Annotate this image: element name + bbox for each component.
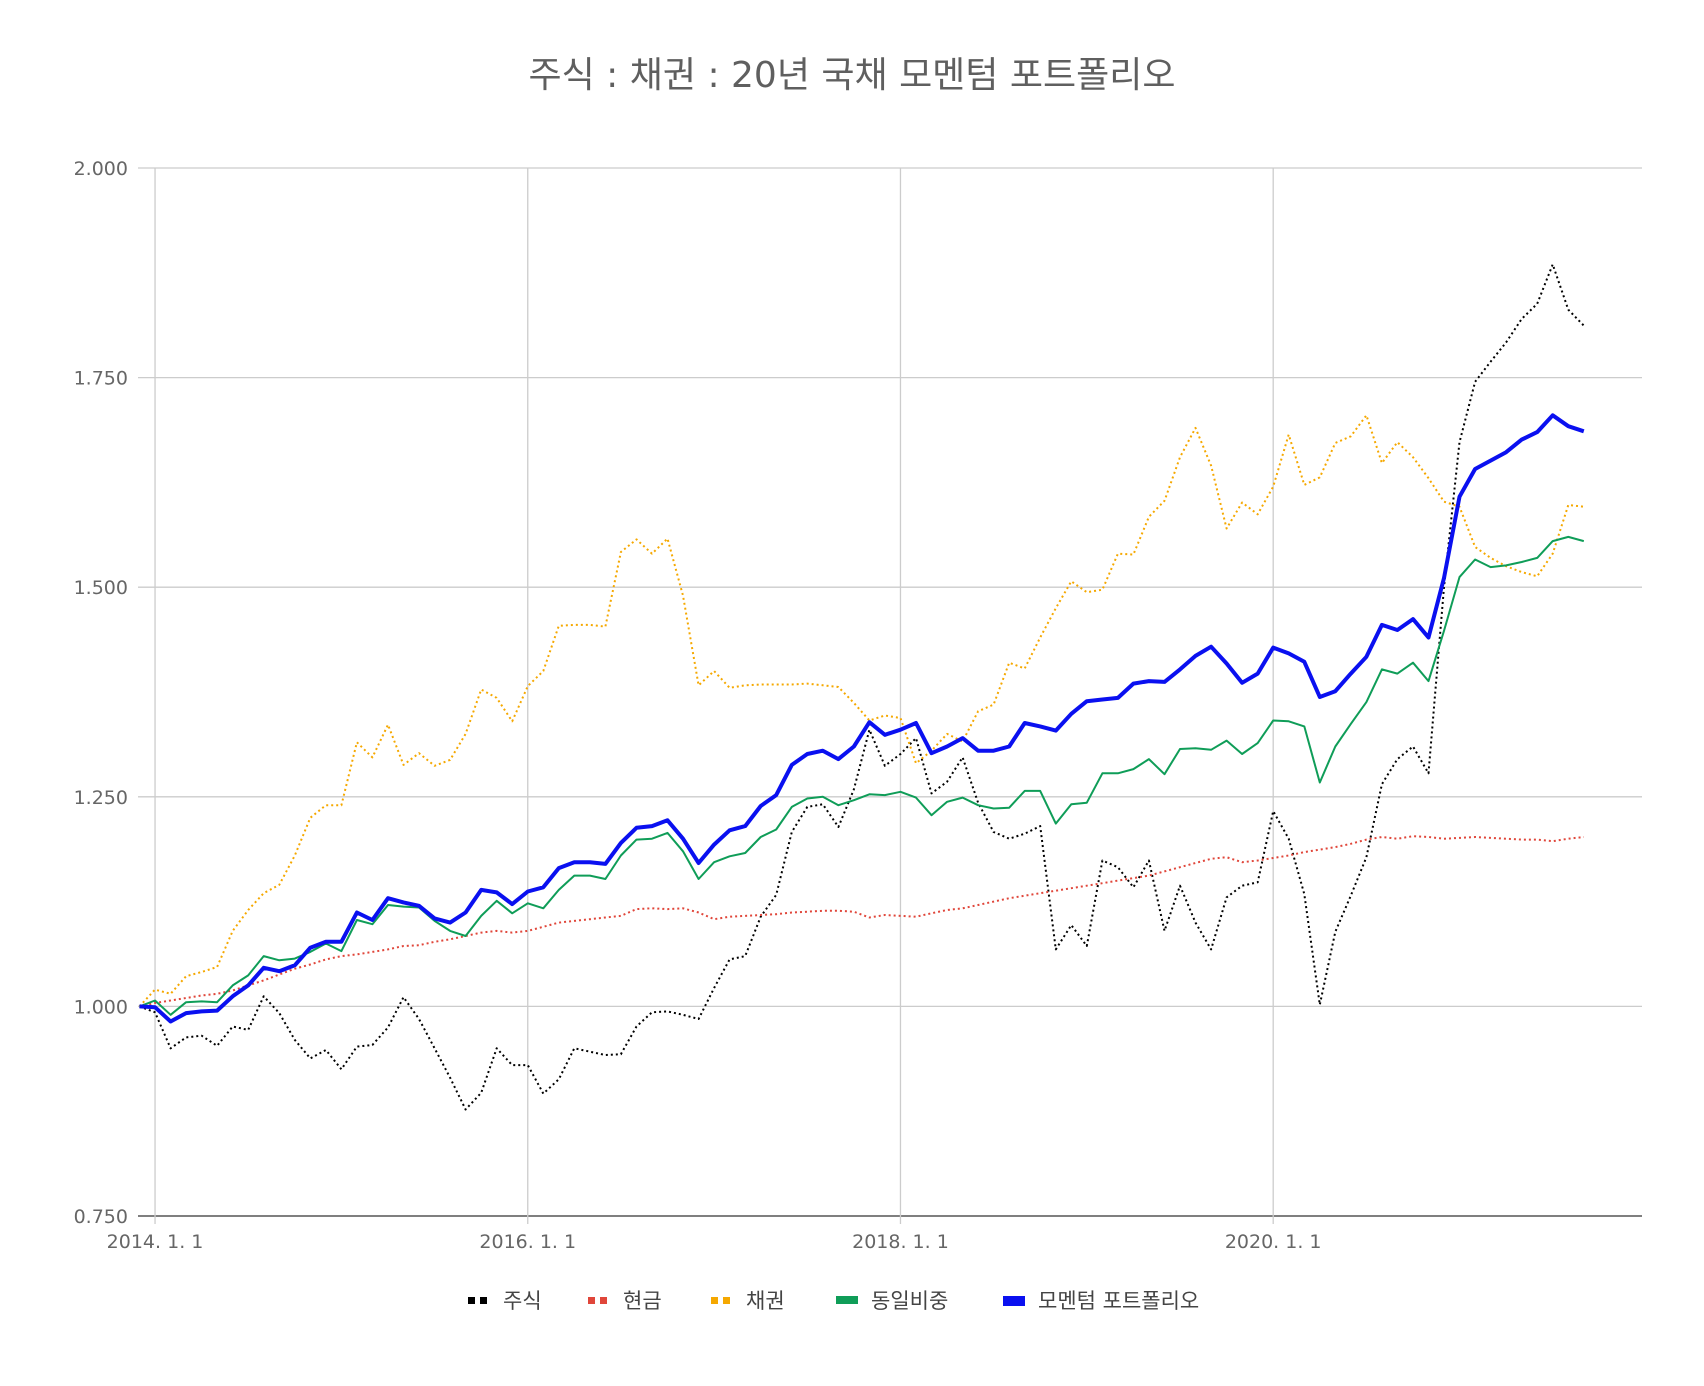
y-tick-label: 0.750 — [74, 1206, 128, 1228]
legend-swatch — [600, 1297, 607, 1304]
legend-swatch — [468, 1297, 475, 1304]
legend-label: 동일비중 — [871, 1289, 948, 1313]
legend-label: 현금 — [623, 1289, 662, 1313]
x-tick-label: 2014. 1. 1 — [107, 1231, 204, 1253]
legend-item-3: 동일비중 — [836, 1289, 948, 1313]
y-tick-label: 1.500 — [74, 577, 128, 599]
legend-swatch — [588, 1297, 595, 1304]
series-line-3 — [139, 535, 1585, 1016]
legend-swatch — [836, 1296, 858, 1304]
legend-swatch — [480, 1297, 487, 1304]
y-axis-ticks: 0.750 1.000 1.250 1.500 1.750 2.000 — [74, 158, 128, 1228]
legend-item-4: 모멘텀 포트폴리오 — [1003, 1289, 1199, 1313]
y-tick-label: 1.000 — [74, 996, 128, 1018]
legend-swatch — [723, 1297, 730, 1304]
legend: 주식 현금 채권 동일비중 모멘텀 포트폴리오 — [468, 1289, 1199, 1313]
series-line-4 — [139, 413, 1585, 1024]
legend-swatch — [711, 1297, 718, 1304]
legend-swatch — [1003, 1296, 1025, 1306]
legend-label: 모멘텀 포트폴리오 — [1038, 1289, 1199, 1313]
x-axis-ticks: 2014. 1. 1 2016. 1. 1 2018. 1. 1 2020. 1. 1 — [107, 1231, 1322, 1253]
grid-layer — [138, 167, 1642, 1224]
series-line-2 — [138, 414, 1584, 1008]
legend-item-2: 채권 — [711, 1289, 785, 1313]
x-tick-label: 2018. 1. 1 — [852, 1231, 949, 1253]
chart-title: 주식 : 채권 : 20년 국채 모멘텀 포트폴리오 — [529, 55, 1176, 96]
legend-label: 채권 — [746, 1289, 785, 1313]
y-tick-label: 1.750 — [74, 368, 128, 390]
legend-item-1: 현금 — [588, 1289, 662, 1313]
legend-item-0: 주식 — [468, 1289, 542, 1313]
series-line-0 — [139, 263, 1585, 1111]
legend-label: 주식 — [503, 1289, 542, 1313]
y-tick-label: 1.250 — [74, 787, 128, 809]
series-layer — [138, 263, 1585, 1111]
x-tick-label: 2020. 1. 1 — [1225, 1231, 1322, 1253]
x-tick-label: 2016. 1. 1 — [479, 1231, 576, 1253]
y-tick-label: 2.000 — [74, 158, 128, 180]
